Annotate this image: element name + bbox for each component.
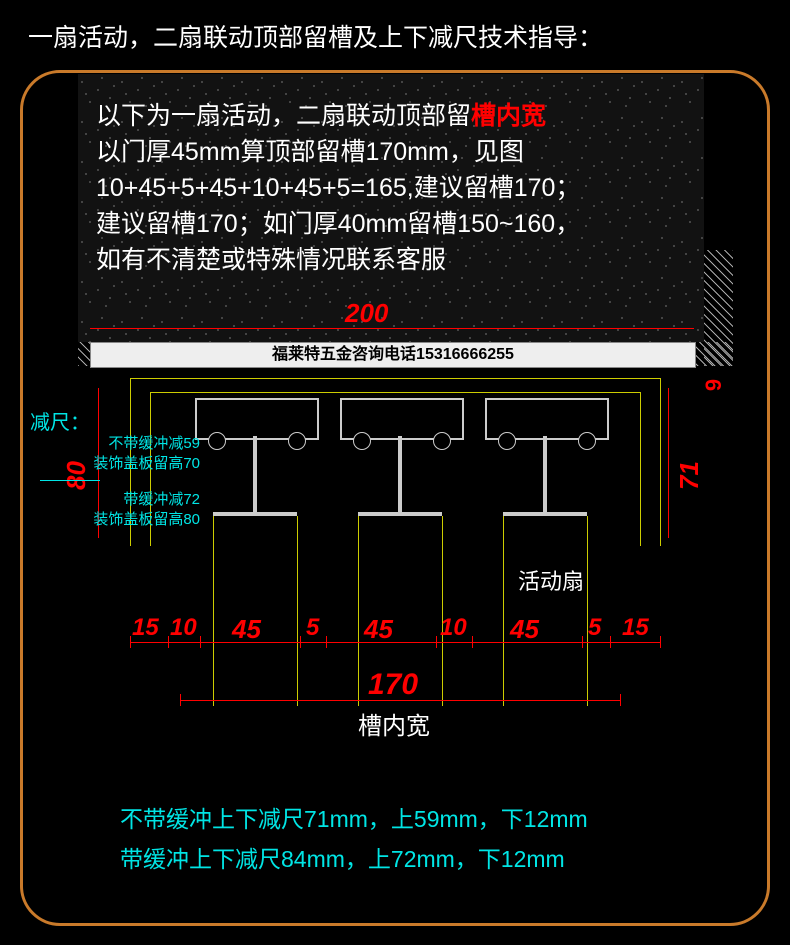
wheel-1a [208,432,226,450]
panel-3l [503,516,504,706]
intro-line1: 以下为一扇活动，二扇联动顶部留槽内宽 [96,98,580,134]
intro-line1b: 槽内宽 [471,102,546,130]
hatch-right [704,250,733,366]
reduce-4: 装饰盖板留高80 [85,508,200,529]
wheel-2a [353,432,371,450]
dim-9: 9 [701,379,727,391]
tk7 [582,636,583,648]
hanger-3v [543,436,547,516]
panel-3r [587,516,588,706]
y-right2 [640,392,641,546]
tk5 [436,636,437,648]
dimline-200 [90,328,694,329]
tk0 [130,636,131,648]
seq-i: 15 [622,614,649,642]
reduce-1: 不带缓冲减59 [100,432,200,453]
bottom-2: 带缓冲上下减尺84mm，上72mm，下12mm [120,840,565,874]
cyan-rule [40,480,100,481]
panel-2r [442,516,443,706]
seq-f: 10 [440,614,467,642]
wheel-3b [578,432,596,450]
hanger-1v [253,436,257,516]
panel-1l [213,516,214,706]
tk8 [610,636,611,648]
tk170a [180,694,181,706]
dim-170: 170 [368,668,418,702]
seq-c: 45 [232,614,261,645]
reduce-label: 减尺： [30,406,90,435]
active-label: 活动扇 [518,564,584,596]
panel-1r [297,516,298,706]
seq-e: 45 [364,614,393,645]
intro-line3: 10+45+5+45+10+45+5=165,建议留槽170； [96,170,580,206]
intro-line4: 建议留槽170；如门厚40mm留槽150~160， [96,206,580,242]
seq-g: 45 [510,614,539,645]
tk170b [620,694,621,706]
intro-line1a: 以下为一扇活动，二扇联动顶部留 [96,102,471,130]
dimline-71 [668,388,669,538]
y-top [130,378,660,379]
wheel-3a [498,432,516,450]
seq-h: 5 [588,614,601,642]
slot-label: 槽内宽 [358,706,430,741]
diagram-stage: 一扇活动，二扇联动顶部留槽及上下减尺技术指导： 以下为一扇活动，二扇联动顶部留槽… [0,0,790,945]
y-right [660,378,661,546]
reduce-3: 带缓冲减72 [108,488,200,509]
bottom-1: 不带缓冲上下减尺71mm，上59mm，下12mm [120,800,588,834]
panel-2l [358,516,359,706]
tk1 [168,636,169,648]
dim-71: 71 [674,461,705,490]
tk6 [472,636,473,648]
intro-line2: 以门厚45mm算顶部留槽170mm，见图 [96,134,580,170]
hanger-2h [358,512,442,516]
dimrow-line [130,642,660,643]
hanger-1h [213,512,297,516]
wheel-2b [433,432,451,450]
seq-a: 15 [132,614,159,642]
y-top2 [150,392,640,393]
hanger-2v [398,436,402,516]
page-title: 一扇活动，二扇联动顶部留槽及上下减尺技术指导： [28,18,603,54]
dim-200: 200 [345,298,388,329]
intro-block: 以下为一扇活动，二扇联动顶部留槽内宽 以门厚45mm算顶部留槽170mm，见图 … [96,98,580,278]
hanger-3h [503,512,587,516]
tk4 [326,636,327,648]
tk3 [300,636,301,648]
reduce-2: 装饰盖板留高70 [85,452,200,473]
seq-d: 5 [306,614,319,642]
tk2 [200,636,201,648]
tk9 [660,636,661,648]
seq-b: 10 [170,614,197,642]
intro-line5: 如有不清楚或特殊情况联系客服 [96,242,580,278]
phone-bar: 福莱特五金咨询电话15316666255 [90,342,696,368]
wheel-1b [288,432,306,450]
